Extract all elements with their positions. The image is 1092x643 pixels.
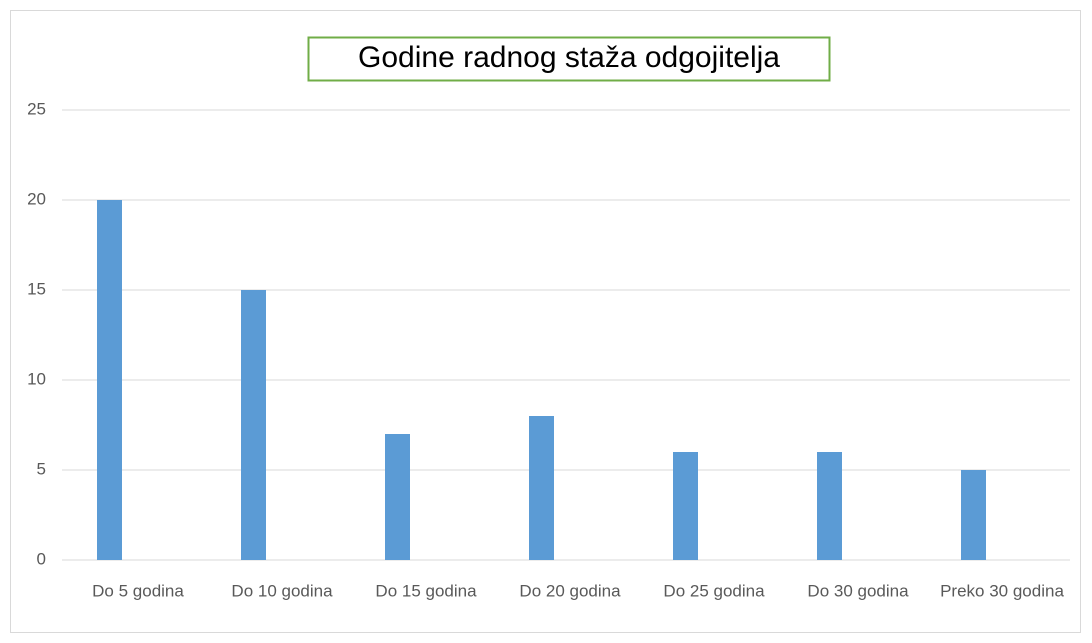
y-tick-label: 15 <box>27 279 46 298</box>
y-tick-label: 10 <box>27 369 46 388</box>
y-tick-label: 25 <box>27 99 46 118</box>
x-tick-label: Do 10 godina <box>231 581 333 600</box>
x-tick-label: Do 25 godina <box>663 581 765 600</box>
x-tick-label: Do 15 godina <box>375 581 477 600</box>
x-tick-label: Do 30 godina <box>807 581 909 600</box>
y-tick-label: 20 <box>27 189 46 208</box>
bar <box>385 434 410 560</box>
bar <box>97 200 122 560</box>
bar <box>529 416 554 560</box>
y-tick-label: 0 <box>37 549 46 568</box>
x-tick-label: Do 5 godina <box>92 581 184 600</box>
bar <box>241 290 266 560</box>
bar <box>961 470 986 560</box>
y-tick-label: 5 <box>37 459 46 478</box>
x-tick-label: Preko 30 godina <box>940 581 1064 600</box>
chart-title: Godine radnog staža odgojitelja <box>358 41 780 74</box>
bar <box>817 452 842 560</box>
bar <box>673 452 698 560</box>
title-box <box>307 36 831 82</box>
x-tick-label: Do 20 godina <box>519 581 621 600</box>
